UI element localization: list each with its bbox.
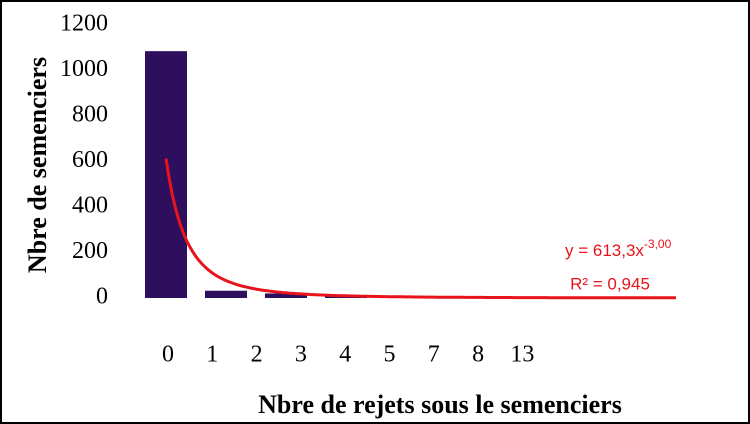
trendline bbox=[164, 158, 676, 300]
y-tick-label: 600 bbox=[72, 147, 108, 173]
bar bbox=[205, 290, 247, 298]
y-tick-label: 1200 bbox=[60, 11, 108, 37]
r-squared: R² = 0,945 bbox=[570, 274, 650, 293]
x-tick-label: 0 bbox=[162, 342, 174, 368]
trendline-equation: y = 613,3x-3,00 bbox=[565, 237, 672, 260]
x-tick-label: 13 bbox=[510, 342, 534, 368]
bar bbox=[145, 51, 187, 298]
x-tick-label: 1 bbox=[206, 342, 218, 368]
y-tick-label: 200 bbox=[72, 238, 108, 264]
x-tick-label: 8 bbox=[472, 342, 484, 368]
x-axis-label: Nbre de rejets sous le semenciers bbox=[258, 390, 622, 419]
y-tick-label: 400 bbox=[72, 193, 108, 219]
x-tick-label: 3 bbox=[295, 342, 307, 368]
equation-exponent: -3,00 bbox=[644, 237, 672, 251]
y-tick-label: 800 bbox=[72, 102, 108, 128]
y-tick-label: 1000 bbox=[60, 56, 108, 82]
x-tick-label: 7 bbox=[428, 342, 440, 368]
y-axis-label: Nbre de semenciers bbox=[23, 57, 52, 273]
y-tick-label: 0 bbox=[96, 284, 108, 310]
x-tick-label: 5 bbox=[384, 342, 396, 368]
x-tick-label: 4 bbox=[339, 342, 351, 368]
x-tick-label: 2 bbox=[251, 342, 263, 368]
bar bbox=[265, 293, 307, 298]
equation-text: y = 613,3x bbox=[565, 241, 644, 260]
